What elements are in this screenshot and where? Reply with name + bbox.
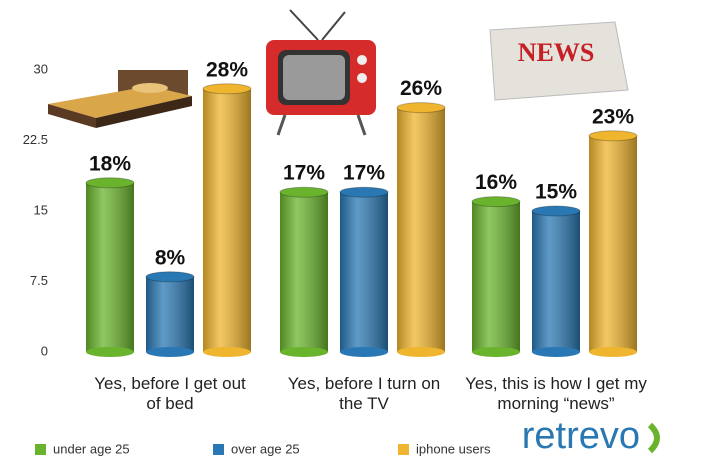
bar-top (279, 186, 329, 198)
bar-shade (589, 135, 637, 352)
value-label: 15% (535, 181, 577, 204)
bed-icon (48, 70, 192, 128)
bar-shade (86, 182, 134, 352)
value-label: 28% (206, 58, 248, 81)
x-tick-label: Yes, before I turn on the TV (287, 374, 441, 413)
bar-shade (146, 276, 194, 352)
bar-top (588, 130, 638, 142)
newspaper-icon: NEWS (489, 21, 629, 101)
bar-top (85, 177, 135, 189)
bar-shade (397, 107, 445, 352)
value-label: 26% (400, 77, 442, 100)
legend-swatch (213, 444, 224, 455)
tv-icon (266, 9, 376, 136)
bar-shade (340, 192, 388, 352)
bar-bottom (589, 347, 637, 357)
logo: retrevo (522, 415, 640, 457)
legend-label: under age 25 (53, 441, 130, 456)
y-tick-label: 22.5 (23, 132, 48, 147)
bar-shade (472, 201, 520, 352)
y-tick-label: 0 (41, 343, 48, 358)
legend-label: over age 25 (231, 441, 300, 456)
logo-swoosh (647, 422, 660, 454)
value-label: 16% (475, 171, 517, 194)
x-tick-label: Yes, this is how I get my morning “news” (465, 374, 647, 413)
bar-bottom (340, 347, 388, 357)
bar-shade (532, 211, 580, 352)
value-label: 18% (89, 152, 131, 175)
bar-top (202, 83, 252, 95)
value-label: 17% (343, 162, 385, 185)
bar-bottom (397, 347, 445, 357)
news-text: NEWS (518, 38, 595, 67)
bar-shade (280, 192, 328, 352)
bar-top (145, 271, 195, 283)
bar-bottom (203, 347, 251, 357)
bar-top (339, 186, 389, 198)
bar-bottom (86, 347, 134, 357)
bar-top (396, 102, 446, 114)
bar-bottom (146, 347, 194, 357)
value-label: 23% (592, 105, 634, 128)
legend-label: iphone users (416, 441, 491, 456)
bar-top (531, 205, 581, 217)
bar-top (471, 196, 521, 208)
bar-shade (203, 88, 251, 353)
legend-swatch (35, 444, 46, 455)
y-tick-label: 15 (34, 202, 48, 217)
value-label: 8% (155, 246, 186, 269)
x-tick-label: Yes, before I get out of bed (94, 374, 246, 413)
bar-bottom (280, 347, 328, 357)
bar-bottom (472, 347, 520, 357)
y-tick-label: 30 (34, 61, 48, 76)
legend-swatch (398, 444, 409, 455)
bar-bottom (532, 347, 580, 357)
value-label: 17% (283, 162, 325, 185)
y-tick-label: 7.5 (30, 273, 48, 288)
